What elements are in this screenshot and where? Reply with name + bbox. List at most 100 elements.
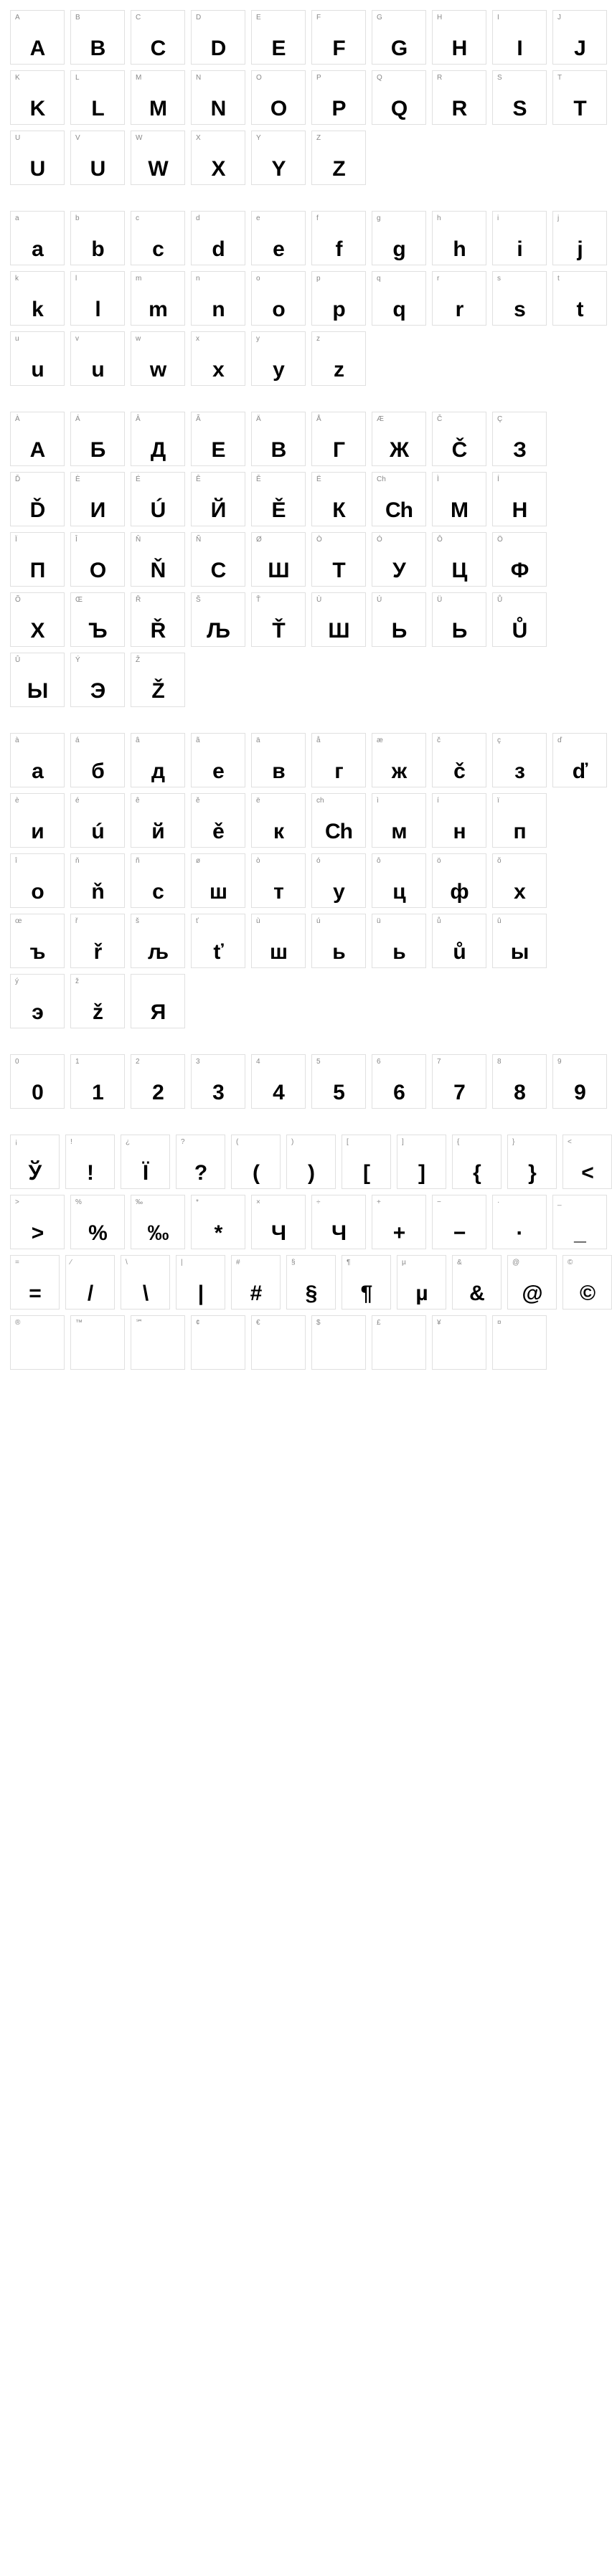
glyph-cell[interactable]: ee [251,211,306,265]
glyph-cell[interactable]: AA [10,10,65,65]
glyph-cell[interactable]: rr [432,271,486,326]
glyph-cell[interactable]: òт [251,853,306,908]
glyph-cell[interactable]: ěě [191,793,245,848]
glyph-cell[interactable]: VU [70,131,125,185]
glyph-cell[interactable]: {{ [452,1135,502,1189]
glyph-cell[interactable]: ™ [70,1315,125,1370]
glyph-cell[interactable]: 77 [432,1054,486,1109]
glyph-cell[interactable]: [[ [342,1135,391,1189]
glyph-cell[interactable]: ťť [191,914,245,968]
glyph-cell[interactable]: ÜЬ [432,592,486,647]
glyph-cell[interactable]: oo [251,271,306,326]
glyph-cell[interactable]: ÅГ [311,412,366,466]
glyph-cell[interactable]: hh [432,211,486,265]
glyph-cell[interactable]: ùш [251,914,306,968]
glyph-cell[interactable]: æж [372,733,426,787]
glyph-cell[interactable]: € [251,1315,306,1370]
glyph-cell[interactable]: kk [10,271,65,326]
glyph-cell[interactable]: ÷Ч [311,1195,366,1249]
glyph-cell[interactable]: WW [131,131,185,185]
glyph-cell[interactable]: èи [10,793,65,848]
glyph-cell[interactable]: ÉÚ [131,472,185,526]
glyph-cell[interactable]: úь [311,914,366,968]
glyph-cell[interactable]: ďď [552,733,607,787]
glyph-cell[interactable]: xx [191,331,245,386]
glyph-cell[interactable]: êй [131,793,185,848]
glyph-cell[interactable]: ôц [372,853,426,908]
glyph-cell[interactable]: DD [191,10,245,65]
glyph-cell[interactable]: £ [372,1315,426,1370]
glyph-cell[interactable]: ⁄/ [65,1255,115,1310]
glyph-cell[interactable]: ÈИ [70,472,125,526]
glyph-cell[interactable]: ℠ [131,1315,185,1370]
glyph-cell[interactable]: ýэ [10,974,65,1028]
glyph-cell[interactable]: 44 [251,1054,306,1109]
glyph-cell[interactable]: åг [311,733,366,787]
glyph-cell[interactable]: čč [432,733,486,787]
glyph-cell[interactable]: ŮŮ [492,592,547,647]
glyph-cell[interactable]: bb [70,211,125,265]
glyph-cell[interactable]: ňň [70,853,125,908]
glyph-cell[interactable]: éú [70,793,125,848]
glyph-cell[interactable]: ·· [492,1195,547,1249]
glyph-cell[interactable]: ÕХ [10,592,65,647]
glyph-cell[interactable]: ÎО [70,532,125,587]
glyph-cell[interactable]: zz [311,331,366,386]
glyph-cell[interactable]: CC [131,10,185,65]
glyph-cell[interactable]: ÒТ [311,532,366,587]
glyph-cell[interactable]: 33 [191,1054,245,1109]
glyph-cell[interactable]: @@ [507,1255,557,1310]
glyph-cell[interactable]: UU [10,131,65,185]
glyph-cell[interactable]: ÔЦ [432,532,486,587]
glyph-cell[interactable]: 88 [492,1054,547,1109]
glyph-cell[interactable]: ÃЕ [191,412,245,466]
glyph-cell[interactable]: ŽŽ [131,653,185,707]
glyph-cell[interactable]: ‰‰ [131,1195,185,1249]
glyph-cell[interactable]: ĎĎ [10,472,65,526]
glyph-cell[interactable]: µµ [397,1255,446,1310]
glyph-cell[interactable]: ŠЉ [191,592,245,647]
glyph-cell[interactable]: NN [191,70,245,125]
glyph-cell[interactable]: ůů [432,914,486,968]
glyph-cell[interactable]: ZZ [311,131,366,185]
glyph-cell[interactable]: ËК [311,472,366,526]
glyph-cell[interactable]: ÓУ [372,532,426,587]
glyph-cell[interactable]: LL [70,70,125,125]
glyph-cell[interactable]: ¢ [191,1315,245,1370]
glyph-cell[interactable]: RR [432,70,486,125]
glyph-cell[interactable]: ŇŇ [131,532,185,587]
glyph-cell[interactable]: II [492,10,547,65]
glyph-cell[interactable]: << [562,1135,612,1189]
glyph-cell[interactable]: PP [311,70,366,125]
glyph-cell[interactable]: ® [10,1315,65,1370]
glyph-cell[interactable]: ll [70,271,125,326]
glyph-cell[interactable]: ?? [176,1135,225,1189]
glyph-cell[interactable]: KK [10,70,65,125]
glyph-cell[interactable]: −− [432,1195,486,1249]
glyph-cell[interactable]: qq [372,271,426,326]
glyph-cell[interactable]: öф [432,853,486,908]
glyph-cell[interactable]: TT [552,70,607,125]
glyph-cell[interactable]: âд [131,733,185,787]
glyph-cell[interactable]: ++ [372,1195,426,1249]
glyph-cell[interactable]: ÏП [10,532,65,587]
glyph-cell[interactable]: 22 [131,1054,185,1109]
glyph-cell[interactable]: 55 [311,1054,366,1109]
glyph-cell[interactable]: ñс [131,853,185,908]
glyph-cell[interactable]: ÁБ [70,412,125,466]
glyph-cell[interactable]: üь [372,914,426,968]
glyph-cell[interactable]: ×Ч [251,1195,306,1249]
glyph-cell[interactable]: ŒЪ [70,592,125,647]
glyph-cell[interactable]: ÇЗ [492,412,547,466]
glyph-cell[interactable]: FF [311,10,366,65]
glyph-cell[interactable]: mm [131,271,185,326]
glyph-cell[interactable]: OO [251,70,306,125]
glyph-cell[interactable]: BB [70,10,125,65]
glyph-cell[interactable]: aa [10,211,65,265]
glyph-cell[interactable]: řř [70,914,125,968]
glyph-cell[interactable]: ØШ [251,532,306,587]
glyph-cell[interactable]: áб [70,733,125,787]
glyph-cell[interactable]: äв [251,733,306,787]
glyph-cell[interactable]: JJ [552,10,607,65]
glyph-cell[interactable]: ww [131,331,185,386]
